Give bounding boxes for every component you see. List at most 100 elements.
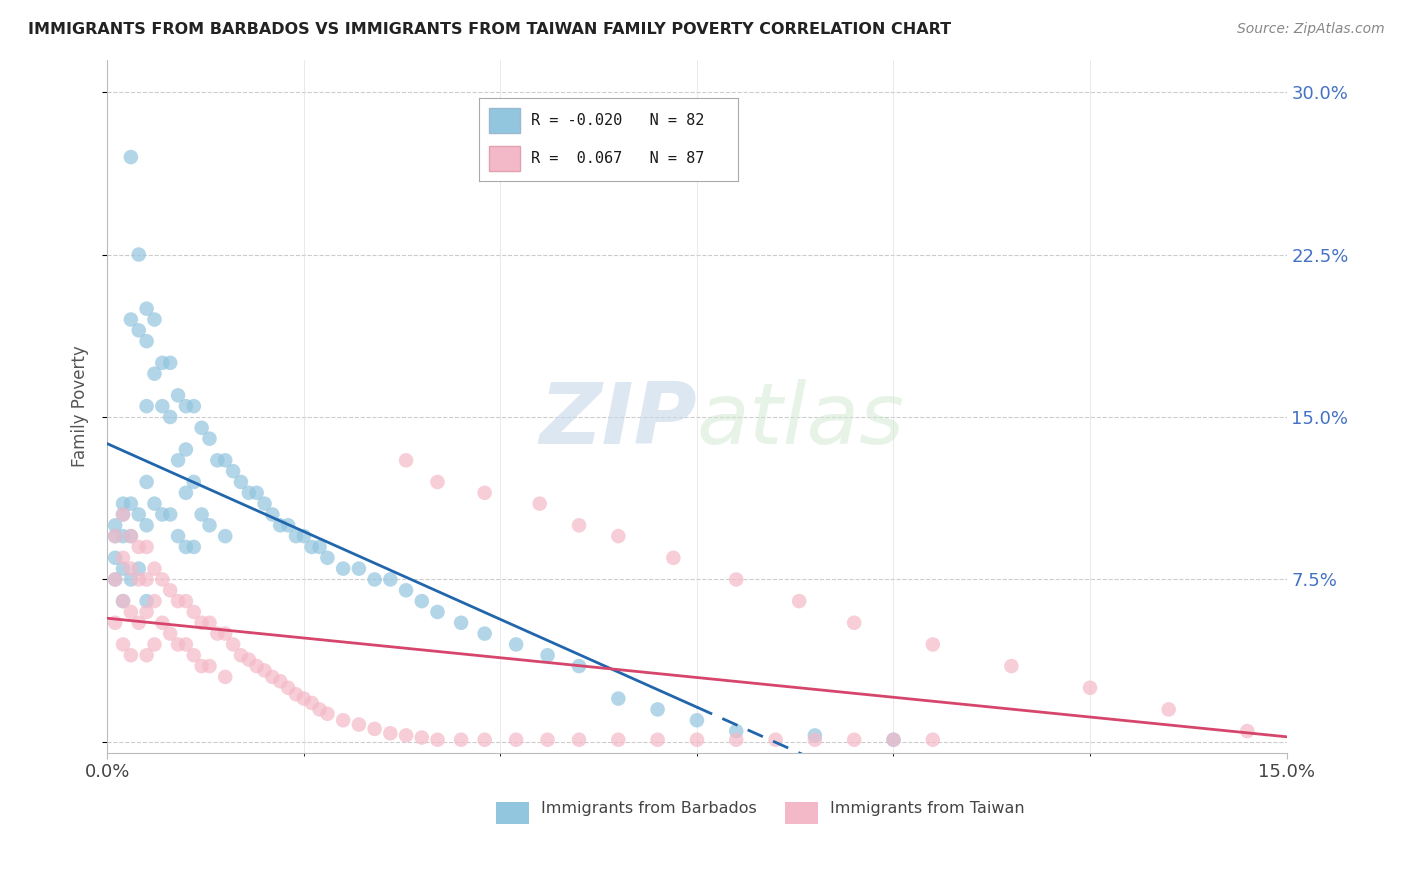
- Point: [505, 637, 527, 651]
- Point: [183, 475, 205, 489]
- Point: [120, 605, 142, 619]
- Point: [568, 518, 591, 533]
- Point: [104, 529, 127, 543]
- Point: [128, 561, 150, 575]
- Point: [363, 573, 385, 587]
- Point: [332, 561, 354, 575]
- Point: [174, 594, 197, 608]
- Point: [882, 732, 904, 747]
- Point: [347, 717, 370, 731]
- Point: [269, 518, 291, 533]
- Point: [804, 728, 827, 742]
- Point: [301, 540, 323, 554]
- Point: [104, 573, 127, 587]
- Point: [135, 540, 157, 554]
- Point: [207, 453, 229, 467]
- Point: [159, 583, 181, 598]
- Point: [568, 659, 591, 673]
- Point: [207, 626, 229, 640]
- Point: [111, 637, 134, 651]
- Point: [229, 648, 252, 663]
- Point: [150, 508, 173, 522]
- Point: [120, 573, 142, 587]
- Point: [190, 615, 212, 630]
- Point: [308, 702, 330, 716]
- Point: [662, 550, 685, 565]
- Point: [183, 648, 205, 663]
- Point: [111, 561, 134, 575]
- Point: [647, 702, 669, 716]
- Point: [253, 497, 276, 511]
- Point: [159, 356, 181, 370]
- Point: [844, 615, 866, 630]
- Point: [426, 732, 449, 747]
- Point: [238, 485, 260, 500]
- Point: [308, 540, 330, 554]
- Point: [725, 724, 748, 739]
- Point: [111, 594, 134, 608]
- Point: [1078, 681, 1101, 695]
- Point: [167, 529, 190, 543]
- Point: [120, 529, 142, 543]
- Point: [921, 637, 943, 651]
- Point: [285, 529, 308, 543]
- Point: [411, 594, 433, 608]
- Point: [411, 731, 433, 745]
- Point: [174, 637, 197, 651]
- Point: [292, 691, 315, 706]
- Text: IMMIGRANTS FROM BARBADOS VS IMMIGRANTS FROM TAIWAN FAMILY POVERTY CORRELATION CH: IMMIGRANTS FROM BARBADOS VS IMMIGRANTS F…: [28, 22, 952, 37]
- Point: [1000, 659, 1022, 673]
- Y-axis label: Family Poverty: Family Poverty: [72, 345, 89, 467]
- Point: [395, 583, 418, 598]
- Point: [174, 540, 197, 554]
- Point: [686, 713, 709, 727]
- Point: [474, 626, 496, 640]
- Point: [246, 485, 269, 500]
- Point: [647, 732, 669, 747]
- Point: [347, 561, 370, 575]
- Point: [190, 421, 212, 435]
- Point: [135, 648, 157, 663]
- Point: [229, 475, 252, 489]
- Point: [128, 323, 150, 337]
- Point: [135, 334, 157, 348]
- Point: [120, 497, 142, 511]
- Point: [135, 573, 157, 587]
- Point: [568, 732, 591, 747]
- Point: [686, 732, 709, 747]
- Point: [238, 652, 260, 666]
- Point: [104, 573, 127, 587]
- Point: [450, 732, 472, 747]
- Point: [529, 497, 551, 511]
- Point: [111, 508, 134, 522]
- Point: [167, 594, 190, 608]
- Point: [921, 732, 943, 747]
- Point: [111, 508, 134, 522]
- Point: [277, 681, 299, 695]
- Point: [135, 399, 157, 413]
- Point: [844, 732, 866, 747]
- Point: [183, 605, 205, 619]
- Point: [150, 399, 173, 413]
- Point: [395, 728, 418, 742]
- Point: [380, 573, 402, 587]
- FancyBboxPatch shape: [786, 802, 818, 824]
- Point: [607, 691, 630, 706]
- Point: [150, 615, 173, 630]
- Point: [128, 540, 150, 554]
- Point: [787, 594, 810, 608]
- Point: [198, 615, 221, 630]
- Point: [128, 573, 150, 587]
- Point: [150, 573, 173, 587]
- Point: [120, 561, 142, 575]
- Point: [607, 732, 630, 747]
- Point: [120, 150, 142, 164]
- Point: [143, 367, 166, 381]
- Point: [111, 497, 134, 511]
- Point: [111, 529, 134, 543]
- Point: [1236, 724, 1258, 739]
- Point: [104, 529, 127, 543]
- Point: [725, 732, 748, 747]
- Point: [150, 356, 173, 370]
- Point: [285, 687, 308, 701]
